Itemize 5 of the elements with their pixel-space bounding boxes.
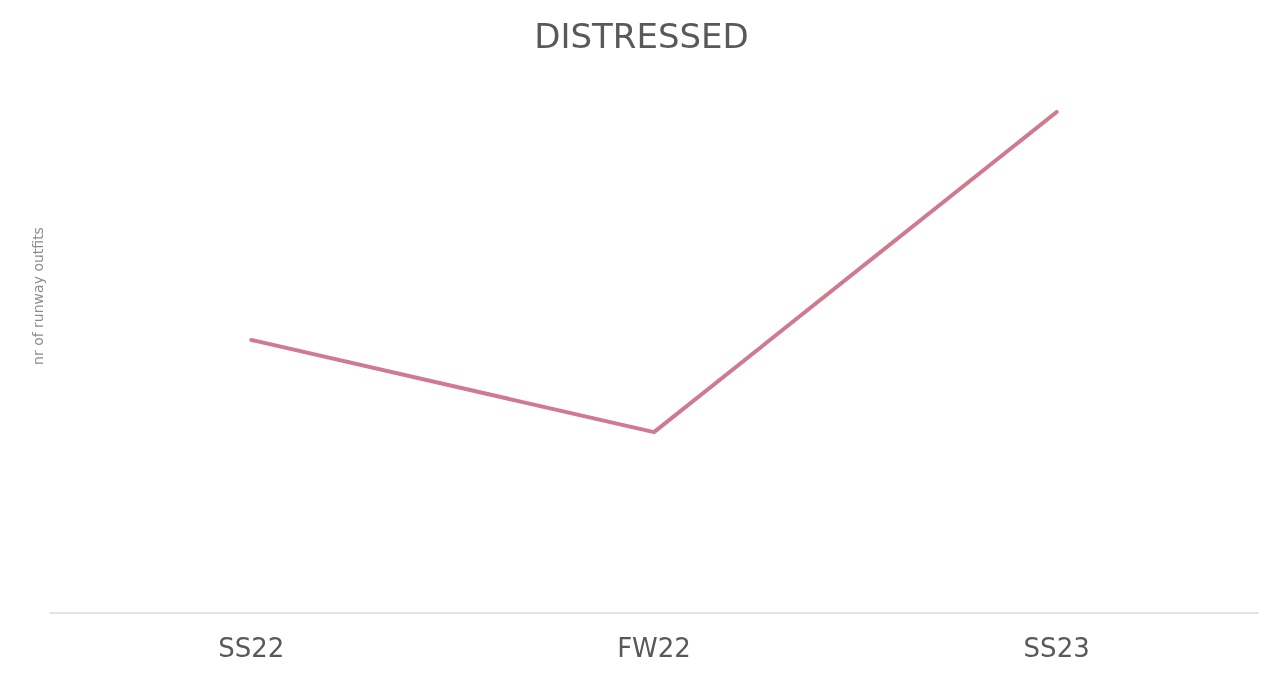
- x-tick-label: SS22: [218, 633, 285, 663]
- x-tick-label: FW22: [617, 633, 691, 663]
- y-axis-title: nr of runway outfits: [30, 227, 46, 365]
- x-tick-label: SS23: [1023, 633, 1090, 663]
- chart-title: DISTRESSED: [534, 16, 749, 56]
